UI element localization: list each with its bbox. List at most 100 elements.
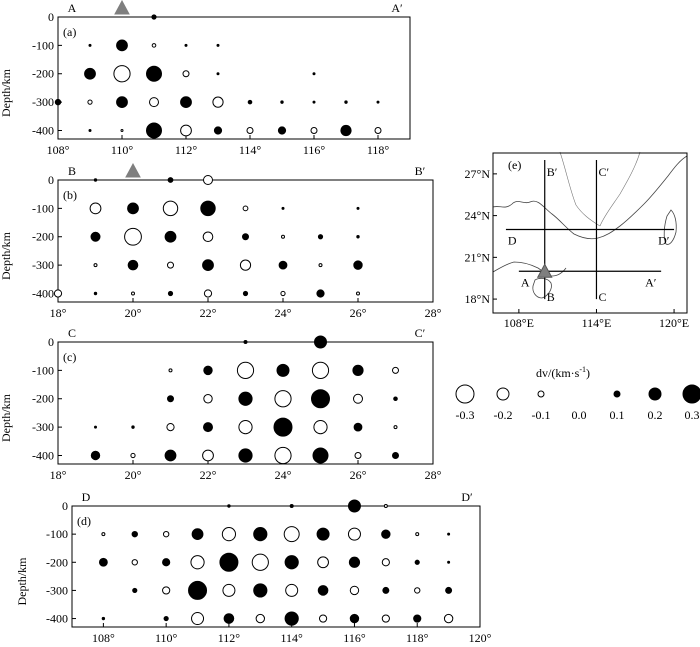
anomaly-point bbox=[93, 263, 98, 268]
y-tick-label: -100 bbox=[46, 527, 68, 541]
anomaly-point bbox=[352, 364, 364, 376]
legend-value-label: -0.3 bbox=[456, 408, 475, 422]
map-y-tick-label: 21°N bbox=[465, 250, 491, 264]
legend-symbol bbox=[682, 384, 700, 404]
y-tick-label: -400 bbox=[32, 123, 54, 137]
y-tick-label: -300 bbox=[46, 583, 68, 597]
y-axis-label: Depth/km bbox=[0, 231, 13, 280]
anomaly-point bbox=[316, 289, 325, 298]
profile-end-label: D′ bbox=[658, 234, 670, 248]
x-tick-label: 24° bbox=[275, 306, 292, 320]
anomaly-point bbox=[113, 65, 131, 83]
anomaly-point bbox=[200, 200, 216, 217]
anomaly-point bbox=[84, 67, 96, 80]
map-label: (e) bbox=[508, 158, 521, 172]
anomaly-point bbox=[277, 126, 287, 135]
anomaly-point bbox=[242, 205, 249, 212]
anomaly-point bbox=[191, 612, 205, 626]
anomaly-point bbox=[227, 504, 231, 508]
y-axis-label: Depth/km bbox=[0, 68, 13, 117]
x-tick-label: 26° bbox=[350, 468, 367, 482]
anomaly-point bbox=[246, 126, 254, 134]
anomaly-point bbox=[131, 559, 138, 566]
anomaly-point bbox=[188, 580, 208, 600]
x-tick-label: 110° bbox=[111, 143, 134, 157]
anomaly-point bbox=[146, 65, 162, 82]
anomaly-point bbox=[247, 99, 253, 105]
x-tick-label: 118° bbox=[367, 143, 390, 157]
anomaly-point bbox=[164, 230, 177, 243]
anomaly-point bbox=[340, 124, 352, 137]
anomaly-point bbox=[191, 528, 204, 541]
anomaly-point bbox=[162, 530, 170, 538]
dv-legend: dv/(km·s-1) -0.3 -0.2 -0.1 0.0 0.1 0.2 0.3 bbox=[455, 365, 700, 422]
anomaly-point bbox=[443, 613, 454, 624]
anomaly-point bbox=[164, 449, 177, 462]
x-tick-label: 20° bbox=[125, 468, 142, 482]
anomaly-point bbox=[356, 235, 360, 239]
legend-symbol bbox=[537, 390, 545, 398]
x-tick-label: 18° bbox=[50, 468, 67, 482]
x-tick-label: 112° bbox=[218, 631, 241, 645]
y-tick-label: -100 bbox=[32, 38, 54, 52]
map-y-tick-label: 24°N bbox=[465, 209, 491, 223]
anomaly-point bbox=[353, 260, 363, 270]
profile-end-label: B′ bbox=[547, 165, 558, 179]
anomaly-point bbox=[347, 527, 361, 541]
anomaly-point bbox=[313, 420, 328, 435]
x-tick-label: 108° bbox=[92, 631, 115, 645]
anomaly-point bbox=[311, 389, 330, 409]
anomaly-point bbox=[93, 178, 98, 182]
panel-frame bbox=[57, 179, 434, 303]
anomaly-point bbox=[101, 616, 106, 621]
profile-end-label: C′ bbox=[598, 165, 609, 179]
anomaly-point bbox=[381, 529, 391, 539]
anomaly-point bbox=[310, 126, 318, 134]
y-tick-label: 0 bbox=[48, 173, 54, 187]
legend-value-label: 0.2 bbox=[648, 408, 663, 422]
x-tick-label: 116° bbox=[343, 631, 366, 645]
panel-frame bbox=[71, 505, 481, 628]
anomaly-point bbox=[216, 72, 220, 76]
anomaly-point bbox=[101, 532, 106, 537]
anomaly-point bbox=[124, 227, 142, 246]
anomaly-point bbox=[283, 526, 300, 543]
legend-symbol bbox=[613, 390, 621, 398]
anomaly-point bbox=[202, 259, 214, 272]
y-tick-label: -300 bbox=[32, 420, 54, 434]
anomaly-point bbox=[353, 422, 363, 432]
legend-symbol bbox=[455, 384, 475, 404]
y-tick-label: 0 bbox=[48, 335, 54, 349]
anomaly-point bbox=[312, 100, 316, 104]
anomaly-point bbox=[393, 425, 398, 430]
anomaly-point bbox=[284, 555, 299, 570]
anomaly-point bbox=[116, 39, 128, 52]
panel-label: (a) bbox=[63, 25, 76, 39]
anomaly-point bbox=[285, 583, 299, 597]
anomaly-point bbox=[243, 340, 248, 344]
anomaly-point bbox=[253, 527, 268, 542]
map-frame bbox=[492, 152, 688, 314]
anomaly-point bbox=[314, 335, 327, 349]
x-tick-label: 18° bbox=[50, 306, 67, 320]
anomaly-point bbox=[219, 552, 239, 572]
anomaly-point bbox=[223, 613, 235, 624]
panel-label: (c) bbox=[63, 350, 76, 364]
anomaly-point bbox=[203, 365, 213, 376]
legend-title-main: dv/(km·s bbox=[536, 366, 580, 380]
anomaly-point bbox=[278, 260, 288, 270]
anomaly-point bbox=[167, 395, 174, 403]
anomaly-point bbox=[242, 233, 249, 241]
anomaly-point bbox=[236, 361, 255, 379]
profile-start-label: B bbox=[68, 164, 76, 178]
anomaly-point bbox=[280, 290, 286, 297]
anomaly-point bbox=[382, 586, 390, 594]
anomaly-point bbox=[347, 499, 361, 513]
coastline bbox=[492, 155, 688, 240]
anomaly-point bbox=[88, 43, 92, 47]
x-tick-label: 28° bbox=[425, 468, 442, 482]
anomaly-point bbox=[167, 261, 174, 269]
anomaly-point bbox=[203, 422, 213, 433]
anomaly-point bbox=[253, 583, 268, 598]
